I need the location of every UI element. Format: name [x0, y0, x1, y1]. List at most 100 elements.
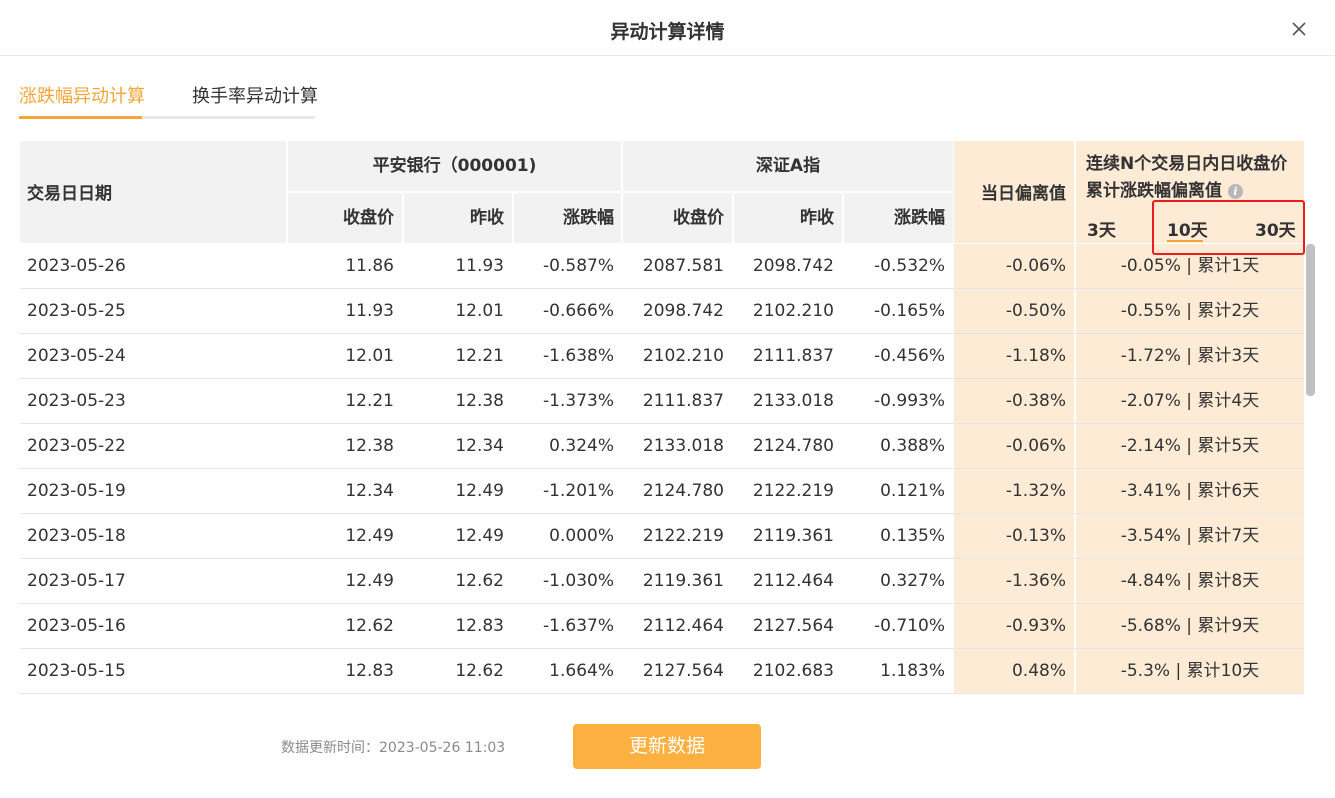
cell-dev: -1.32% — [954, 469, 1074, 513]
cell-i-chg: 1.183% — [880, 661, 945, 681]
cell-cumulative-days: 累计4天 — [1197, 391, 1260, 411]
cell-date: 2023-05-26 — [27, 256, 126, 276]
header-cumulative-line1: 连续N个交易日内日收盘价 — [1086, 154, 1288, 174]
cell-s-prev: 12.83 — [455, 616, 504, 636]
cumulative-separator: | — [1170, 661, 1187, 681]
update-time-text: 数据更新时间：2023-05-26 11:03 — [281, 737, 505, 757]
days-tab-30[interactable]: 30天 — [1255, 221, 1296, 241]
cell-i-prev: 2127.564 — [752, 616, 834, 636]
cell-dev: -0.13% — [954, 514, 1074, 558]
cell-cumulative: -2.14% | 累计5天 — [1076, 424, 1304, 468]
cell-s-chg: 0.000% — [549, 526, 614, 546]
header-cumulative: 连续N个交易日内日收盘价 累计涨跌幅偏离值 i — [1076, 141, 1304, 243]
tab-price-change[interactable]: 涨跌幅异动计算 — [19, 86, 145, 107]
cell-dev: -0.06% — [954, 244, 1074, 288]
cell-i-close: 2124.780 — [642, 481, 724, 501]
cell-date: 2023-05-17 — [27, 571, 126, 591]
table-row: 2023-05-22 12.38 12.34 0.324% 2133.018 2124.7… — [20, 424, 1304, 469]
cumulative-separator: | — [1180, 571, 1198, 591]
cell-cumulative-value: -3.54% — [1120, 526, 1181, 546]
cell-cumulative: -5.3% | 累计10天 — [1076, 649, 1304, 693]
header-stock: 平安银行（000001) — [288, 141, 621, 191]
cell-i-chg: -0.993% — [874, 391, 945, 411]
cell-date: 2023-05-19 — [27, 481, 126, 501]
table-row: 2023-05-16 12.62 12.83 -1.637% 2112.464 2127.… — [20, 604, 1304, 649]
header-date: 交易日日期 — [20, 141, 286, 243]
cell-s-prev: 12.38 — [455, 391, 504, 411]
cell-s-close: 12.62 — [345, 616, 394, 636]
cell-i-chg: -0.532% — [874, 256, 945, 276]
cell-cumulative: -3.41% | 累计6天 — [1076, 469, 1304, 513]
cell-i-prev: 2098.742 — [752, 256, 834, 276]
cell-dev: -1.36% — [954, 559, 1074, 603]
table-scrollbar[interactable] — [1306, 244, 1315, 396]
cell-s-prev: 12.62 — [455, 661, 504, 681]
cell-i-close: 2112.464 — [642, 616, 724, 636]
update-data-button[interactable]: 更新数据 — [573, 724, 761, 769]
tab-turnover[interactable]: 换手率异动计算 — [192, 86, 318, 107]
cell-cumulative-days: 累计9天 — [1197, 616, 1260, 636]
days-tab-active-underline — [1167, 240, 1203, 242]
cell-i-prev: 2133.018 — [752, 391, 834, 411]
cell-cumulative-days: 累计1天 — [1197, 256, 1260, 276]
cell-i-prev: 2102.210 — [752, 301, 834, 321]
cell-i-prev: 2124.780 — [752, 436, 834, 456]
cell-s-prev: 12.34 — [455, 436, 504, 456]
cell-cumulative-value: -5.3% — [1120, 661, 1171, 681]
cell-i-prev: 2122.219 — [752, 481, 834, 501]
cell-date: 2023-05-24 — [27, 346, 126, 366]
cell-cumulative: -4.84% | 累计8天 — [1076, 559, 1304, 603]
cell-s-close: 12.49 — [345, 571, 394, 591]
cell-date: 2023-05-22 — [27, 436, 126, 456]
cell-i-prev: 2119.361 — [752, 526, 834, 546]
cell-cumulative-days: 累计8天 — [1197, 571, 1260, 591]
cell-s-prev: 12.49 — [455, 481, 504, 501]
cell-cumulative-value: -4.84% — [1120, 571, 1181, 591]
cell-cumulative-value: -2.14% — [1120, 436, 1181, 456]
cell-i-close: 2119.361 — [642, 571, 724, 591]
cell-i-chg: 0.388% — [880, 436, 945, 456]
cell-i-close: 2122.219 — [642, 526, 724, 546]
cell-i-chg: 0.121% — [880, 481, 945, 501]
table-row: 2023-05-15 12.83 12.62 1.664% 2127.564 2102.6… — [20, 649, 1304, 694]
header-index-prev: 昨收 — [734, 193, 842, 243]
update-time-label: 数据更新时间： — [281, 740, 379, 756]
cell-i-close: 2133.018 — [642, 436, 724, 456]
cell-i-chg: -0.710% — [874, 616, 945, 636]
days-tab-3[interactable]: 3天 — [1087, 221, 1116, 241]
cell-i-chg: 0.135% — [880, 526, 945, 546]
cell-cumulative-days: 累计7天 — [1197, 526, 1260, 546]
table-row: 2023-05-26 11.86 11.93 -0.587% 2087.581 2098.… — [20, 244, 1304, 289]
cell-i-close: 2098.742 — [642, 301, 724, 321]
close-icon[interactable] — [1289, 19, 1309, 39]
cell-s-chg: -1.637% — [543, 616, 614, 636]
cumulative-separator: | — [1180, 391, 1198, 411]
cell-cumulative: -0.55% | 累计2天 — [1076, 289, 1304, 333]
table-row: 2023-05-25 11.93 12.01 -0.666% 2098.742 2102.… — [20, 289, 1304, 334]
dialog-title: 异动计算详情 — [610, 21, 725, 43]
cell-dev: 0.48% — [954, 649, 1074, 693]
cell-date: 2023-05-15 — [27, 661, 126, 681]
cell-i-chg: -0.456% — [874, 346, 945, 366]
cell-cumulative-days: 累计5天 — [1197, 436, 1260, 456]
cell-date: 2023-05-18 — [27, 526, 126, 546]
cell-s-close: 12.83 — [345, 661, 394, 681]
table-row: 2023-05-17 12.49 12.62 -1.030% 2119.361 2112.… — [20, 559, 1304, 604]
info-icon[interactable]: i — [1228, 184, 1243, 199]
update-time-value: 2023-05-26 11:03 — [379, 740, 506, 756]
cell-cumulative-days: 累计3天 — [1197, 346, 1260, 366]
days-tab-10[interactable]: 10天 — [1167, 221, 1208, 241]
tabs-baseline — [19, 116, 315, 119]
header-index-change: 涨跌幅 — [844, 193, 953, 243]
header-stock-close: 收盘价 — [288, 193, 402, 243]
cell-cumulative: -1.72% | 累计3天 — [1076, 334, 1304, 378]
cell-dev: -0.50% — [954, 289, 1074, 333]
cell-date: 2023-05-25 — [27, 301, 126, 321]
header-cumulative-line2: 累计涨跌幅偏离值 — [1086, 181, 1222, 201]
dialog-header: 异动计算详情 — [0, 0, 1335, 56]
cell-i-prev: 2102.683 — [752, 661, 834, 681]
cell-cumulative: -3.54% | 累计7天 — [1076, 514, 1304, 558]
cell-s-prev: 11.93 — [455, 256, 504, 276]
cumulative-separator: | — [1180, 481, 1198, 501]
cell-i-prev: 2111.837 — [752, 346, 834, 366]
